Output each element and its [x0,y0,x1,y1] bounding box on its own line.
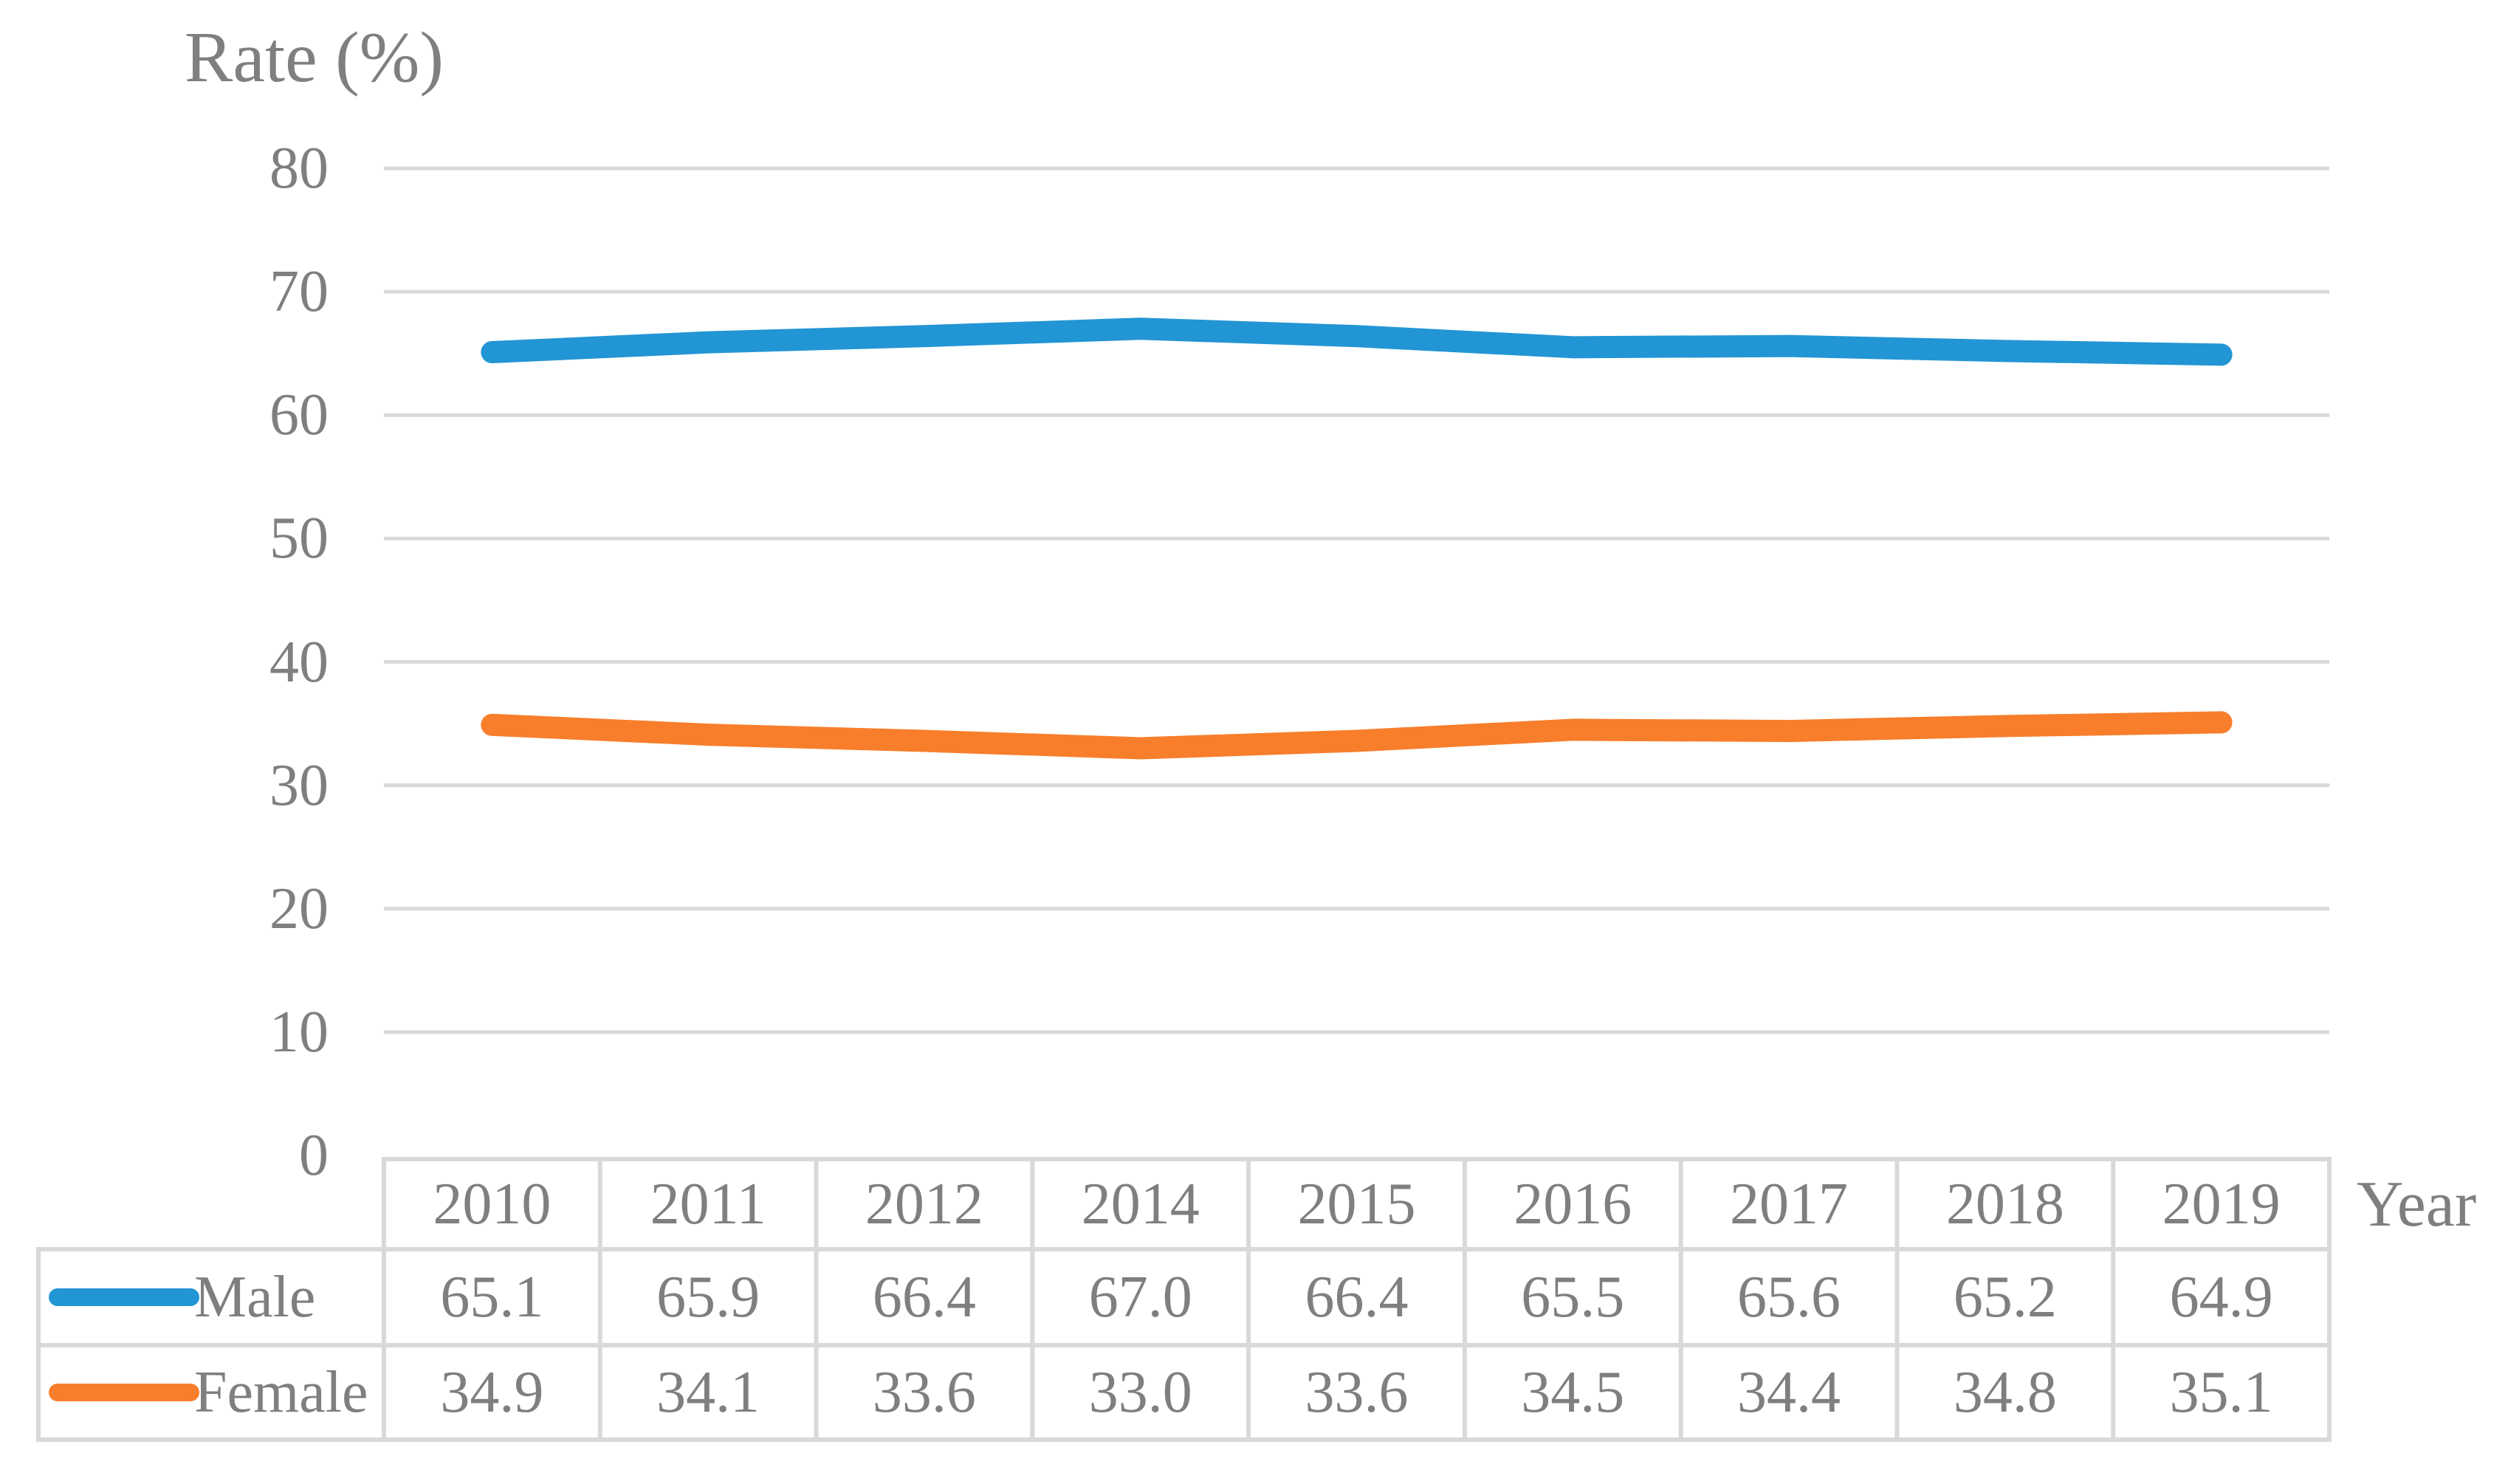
year-header-cell: 2010 [433,1172,552,1237]
female-value-cell: 34.9 [440,1360,544,1425]
male-value-cell: 65.1 [440,1265,544,1330]
male-value-cell: 65.5 [1521,1265,1625,1330]
female-value-cell: 34.4 [1737,1360,1841,1425]
male-value-cell: 66.4 [1305,1265,1409,1330]
male-value-cell: 64.9 [2169,1265,2273,1330]
female-row-label: Female [194,1360,368,1425]
male-value-cell: 65.2 [1953,1265,2057,1330]
female-value-cell: 34.1 [656,1360,760,1425]
y-tick-label: 60 [269,382,329,448]
male-value-cell: 67.0 [1088,1265,1192,1330]
female-series-line [481,711,2233,760]
y-tick-label: 30 [269,752,329,818]
male-row-label: Male [194,1265,316,1330]
y-tick-label: 40 [269,629,329,695]
year-header-cell: 2018 [1945,1172,2064,1237]
female-value-cell: 33.6 [872,1360,976,1425]
female-value-cell: 34.8 [1953,1360,2057,1425]
male-value-cell: 66.4 [872,1265,976,1330]
x-axis-title: Year [2357,1168,2477,1240]
year-header-cell: 2015 [1297,1172,1416,1237]
year-header-cell: 2016 [1514,1172,1632,1237]
year-header-cell: 2019 [2162,1172,2281,1237]
female-value-cell: 33.0 [1088,1360,1192,1425]
year-header-cell: 2011 [650,1172,766,1237]
y-tick-label: 80 [269,136,329,201]
y-tick-label: 70 [269,259,329,325]
y-axis-title: Rate (%) [185,18,444,97]
year-header-cell: 2012 [865,1172,983,1237]
y-tick-label: 50 [269,506,329,571]
year-header-cell: 2014 [1081,1172,1200,1237]
y-tick-label: 20 [269,876,329,941]
year-header-cell: 2017 [1730,1172,1849,1237]
male-series-line [481,317,2233,366]
male-value-cell: 65.9 [656,1265,760,1330]
male-value-cell: 65.6 [1737,1265,1841,1330]
female-value-cell: 34.5 [1521,1360,1625,1425]
female-value-cell: 33.6 [1305,1360,1409,1425]
y-tick-label: 0 [299,1123,329,1188]
y-tick-label: 10 [269,999,329,1065]
female-value-cell: 35.1 [2169,1360,2273,1425]
